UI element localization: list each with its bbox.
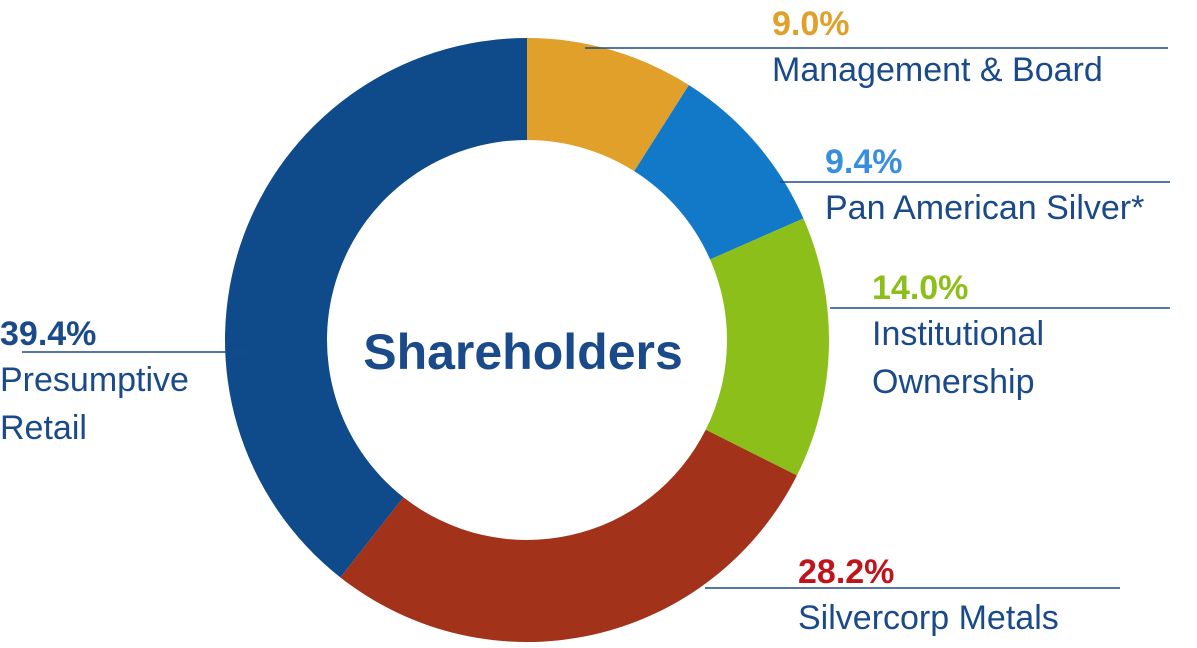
center-title: Shareholders (363, 324, 683, 380)
value-label: 14.0% (872, 269, 969, 307)
category-label: Institutional Ownership (872, 315, 1044, 401)
value-label: 39.4% (0, 315, 97, 353)
value-label: 9.4% (825, 143, 903, 181)
donut-slice (527, 38, 689, 172)
donut-slice (224, 38, 527, 578)
value-label: 28.2% (798, 553, 895, 591)
value-label: 9.0% (772, 5, 850, 43)
donut-slice (634, 85, 804, 260)
category-label: Pan American Silver* (825, 189, 1145, 227)
category-label: Presumptive Retail (0, 361, 189, 447)
category-label: Silvercorp Metals (798, 599, 1059, 637)
donut-slice (705, 218, 829, 476)
category-label: Management & Board (772, 51, 1103, 89)
donut-slice (340, 429, 797, 642)
